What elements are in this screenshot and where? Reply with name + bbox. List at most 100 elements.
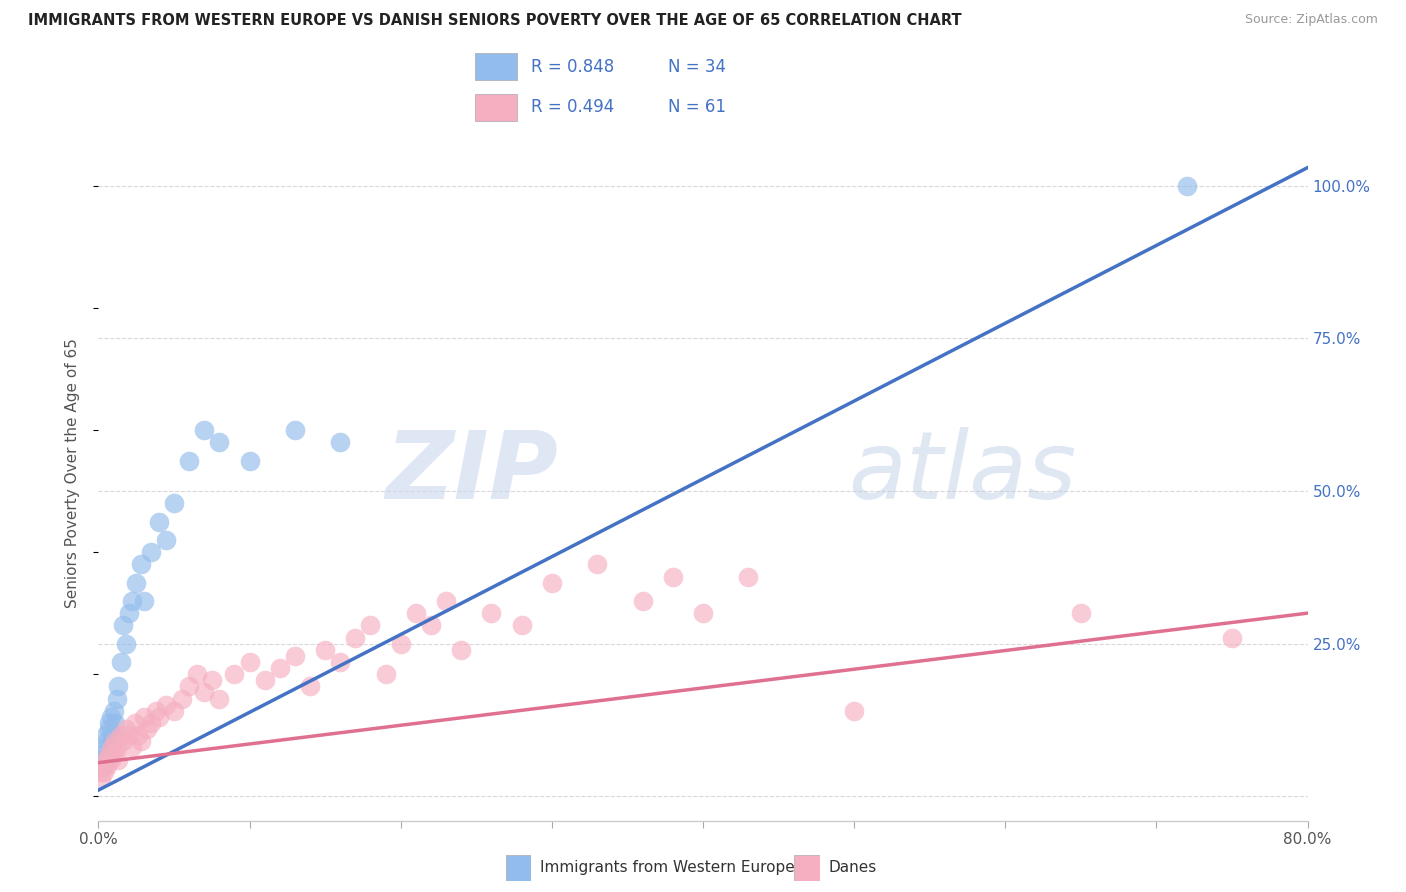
Point <box>96 734 118 748</box>
Point <box>269 661 291 675</box>
Text: Source: ZipAtlas.com: Source: ZipAtlas.com <box>1244 13 1378 27</box>
Point <box>110 728 132 742</box>
Point <box>103 704 125 718</box>
Point <box>155 533 177 547</box>
Point <box>103 747 125 761</box>
Point <box>100 753 122 767</box>
Point <box>163 704 186 718</box>
Text: R = 0.848: R = 0.848 <box>531 58 614 76</box>
FancyBboxPatch shape <box>475 94 517 120</box>
FancyBboxPatch shape <box>506 855 531 881</box>
Point <box>135 722 157 736</box>
Point <box>89 764 111 779</box>
Point <box>100 710 122 724</box>
Point <box>98 747 121 761</box>
Point <box>193 423 215 437</box>
Text: IMMIGRANTS FROM WESTERN EUROPE VS DANISH SENIORS POVERTY OVER THE AGE OF 65 CORR: IMMIGRANTS FROM WESTERN EUROPE VS DANISH… <box>28 13 962 29</box>
Point <box>148 710 170 724</box>
Point <box>101 728 124 742</box>
Point <box>1175 178 1198 193</box>
Point <box>125 575 148 590</box>
Point <box>737 569 759 583</box>
Point <box>132 710 155 724</box>
Point <box>284 648 307 663</box>
Point <box>93 758 115 772</box>
Point <box>124 716 146 731</box>
Point <box>389 637 412 651</box>
Point <box>631 594 654 608</box>
Point <box>114 637 136 651</box>
Point <box>93 764 115 779</box>
Point <box>132 594 155 608</box>
Point <box>208 691 231 706</box>
Point <box>90 771 112 785</box>
Point <box>692 606 714 620</box>
Point <box>186 667 208 681</box>
Point <box>91 747 114 761</box>
Point <box>107 679 129 693</box>
Point <box>105 740 128 755</box>
Point <box>105 691 128 706</box>
Point <box>94 740 117 755</box>
Point <box>450 642 472 657</box>
Point <box>155 698 177 712</box>
Point <box>481 606 503 620</box>
Text: Immigrants from Western Europe: Immigrants from Western Europe <box>540 861 794 875</box>
Text: ZIP: ZIP <box>385 426 558 519</box>
Point <box>163 496 186 510</box>
Point <box>118 606 141 620</box>
Point <box>510 618 533 632</box>
Point <box>1070 606 1092 620</box>
Point <box>98 722 121 736</box>
Point <box>111 618 134 632</box>
Point <box>1220 631 1243 645</box>
Point <box>420 618 443 632</box>
Point <box>114 722 136 736</box>
Point <box>329 655 352 669</box>
Point <box>284 423 307 437</box>
Point <box>844 704 866 718</box>
Point <box>405 606 427 620</box>
Point <box>208 435 231 450</box>
Point <box>253 673 276 688</box>
Point <box>104 734 127 748</box>
Point <box>239 453 262 467</box>
Point <box>540 575 562 590</box>
Point <box>344 631 367 645</box>
Point <box>129 558 152 572</box>
Point <box>107 753 129 767</box>
Point <box>201 673 224 688</box>
Point <box>586 558 609 572</box>
Point <box>94 728 117 742</box>
Point <box>111 734 134 748</box>
Point <box>121 740 143 755</box>
Point <box>110 655 132 669</box>
Point <box>193 685 215 699</box>
Point <box>145 704 167 718</box>
Point <box>329 435 352 450</box>
Point <box>170 691 193 706</box>
Text: atlas: atlas <box>848 427 1077 518</box>
Text: N = 61: N = 61 <box>668 98 725 116</box>
Text: N = 34: N = 34 <box>668 58 725 76</box>
Point <box>179 453 201 467</box>
Point <box>127 728 149 742</box>
Point <box>314 642 336 657</box>
FancyBboxPatch shape <box>475 54 517 80</box>
Point <box>179 679 201 693</box>
Point <box>662 569 685 583</box>
Point <box>224 667 246 681</box>
Point <box>104 716 127 731</box>
Point <box>121 594 143 608</box>
FancyBboxPatch shape <box>794 855 820 881</box>
Point <box>96 758 118 772</box>
Point <box>239 655 262 669</box>
Point <box>299 679 322 693</box>
Point <box>434 594 457 608</box>
Point <box>148 515 170 529</box>
Point <box>374 667 396 681</box>
Text: R = 0.494: R = 0.494 <box>531 98 614 116</box>
Point <box>98 716 121 731</box>
Text: Danes: Danes <box>828 861 876 875</box>
Point <box>360 618 382 632</box>
